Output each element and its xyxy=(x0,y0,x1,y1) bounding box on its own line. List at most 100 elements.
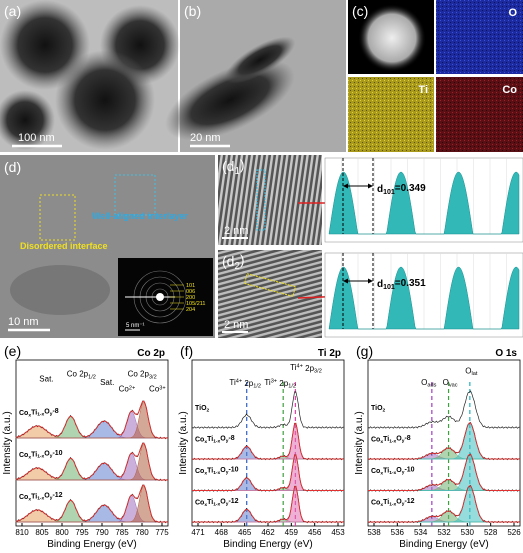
x-tick-label: 465 xyxy=(238,528,252,537)
peak-label: Co 2p1/2 xyxy=(67,370,96,381)
text-part: O xyxy=(396,498,402,505)
text-part: -12 xyxy=(52,492,62,499)
x-tick-label: 536 xyxy=(391,528,405,537)
text-part: Ti xyxy=(31,493,37,500)
peak-label: Co2+ xyxy=(119,385,136,394)
xps-panel: (f) Ti 2p 471 468 465 462 459 456 453 Binding Ene… xyxy=(178,343,345,550)
scale-bar-label: 10 nm xyxy=(8,316,39,328)
peak-label: Ti4+ 2p1/2 xyxy=(229,378,261,390)
text-part: =0.351 xyxy=(395,278,426,289)
text-part: d xyxy=(377,184,383,195)
text-part: Co xyxy=(195,437,204,444)
sample-label: CoxTi1-xOy-12 xyxy=(371,498,415,508)
text-part: -12 xyxy=(404,498,414,505)
panel-label: (c) xyxy=(352,3,368,19)
xps-panel: (e) Co 2p 810 805 800 795 790 785 780 775 Binding … xyxy=(2,343,169,550)
sample-label: CoxTi1-xOy-8 xyxy=(19,408,59,418)
text-part: -10 xyxy=(228,466,238,473)
spectrum xyxy=(191,391,345,429)
text-part: Ti xyxy=(383,499,389,506)
text-part: O xyxy=(44,451,50,458)
ring-label: 200 xyxy=(186,295,195,301)
peak-label: Co 2p3/2 xyxy=(128,370,157,381)
text-part: 1-x xyxy=(389,439,396,445)
sample-label: CoxTi1-xOy-8 xyxy=(195,435,235,445)
panel-label: (d) xyxy=(4,159,21,175)
text-part: 1/2 xyxy=(253,384,261,390)
text-part: y xyxy=(402,470,405,475)
sample-label: CoxTi1-xOy-10 xyxy=(195,466,239,476)
x-tick-label: 810 xyxy=(15,528,29,537)
text-part: x xyxy=(204,472,207,477)
x-tick-label: 790 xyxy=(95,528,109,537)
text-part: Co xyxy=(19,452,28,459)
text-part: Ti xyxy=(264,378,271,387)
text-part: Ti xyxy=(207,468,213,475)
sample-label: CoxTi1-xOy-8 xyxy=(371,435,411,445)
component xyxy=(192,446,344,460)
panel-title: Ti 2p xyxy=(318,348,341,359)
panel-c: (c) O Ti Co xyxy=(348,0,523,152)
text-part: y xyxy=(50,412,53,417)
text-part: x xyxy=(28,455,31,460)
text-part: TiO xyxy=(195,405,207,412)
fit-envelope xyxy=(192,422,344,460)
x-tick-label: 456 xyxy=(308,528,322,537)
fit-envelope xyxy=(15,400,168,439)
spectrum xyxy=(367,390,521,429)
text-part: x xyxy=(380,440,383,445)
x-tick-label: 800 xyxy=(55,528,69,537)
ring-label: 006 xyxy=(186,289,195,295)
text-part: Co 2p xyxy=(128,370,150,379)
panel-title: Co 2p xyxy=(137,348,165,359)
x-tick-label: 530 xyxy=(461,528,475,537)
text-part: -10 xyxy=(404,466,414,473)
x-tick-label: 780 xyxy=(135,528,149,537)
panel-label: (d2) xyxy=(222,252,245,272)
fit-envelope xyxy=(368,453,520,491)
text-part: -8 xyxy=(52,408,58,415)
peak-label: Olat xyxy=(465,366,478,377)
x-tick-label: 795 xyxy=(75,528,89,537)
profile-plot: d101=0.351 xyxy=(324,252,523,338)
text-part: Ti xyxy=(207,436,213,443)
fit-envelope xyxy=(15,484,168,523)
text-part: 3/2 xyxy=(314,369,322,375)
text-part: y xyxy=(50,454,53,459)
text-part: 1/2 xyxy=(288,384,296,390)
text-part: 2 xyxy=(234,261,239,272)
panel-label: (e) xyxy=(4,343,21,359)
text-part: Ti xyxy=(383,468,389,475)
text-part: O xyxy=(443,378,449,387)
spacing-label: d101=0.351 xyxy=(377,278,426,291)
x-tick-label: 462 xyxy=(261,528,275,537)
fit-envelope xyxy=(368,422,520,460)
text-part: 2 xyxy=(383,408,386,414)
panel-d1: 2 nm (d1) xyxy=(218,155,322,245)
text-part: 101 xyxy=(383,189,395,196)
text-part: Co xyxy=(19,494,28,501)
panel-b: (b) 20 nm xyxy=(165,0,346,152)
map-label: Ti xyxy=(418,84,428,96)
profile xyxy=(328,266,520,330)
text-part: Ti xyxy=(31,451,37,458)
text-part: TiO xyxy=(371,405,383,412)
text-part: x xyxy=(204,440,207,445)
text-part: y xyxy=(226,502,229,507)
x-tick-label: 775 xyxy=(155,528,169,537)
peak-label: Sat. xyxy=(39,375,53,384)
text-part: 1 xyxy=(234,166,239,177)
map-label: Co xyxy=(502,84,517,96)
text-part: 4+ xyxy=(297,364,303,370)
text-part: 3+ xyxy=(159,385,165,391)
text-part: 2+ xyxy=(129,385,135,391)
text-part: 3/2 xyxy=(149,374,157,380)
text-part: 3+ xyxy=(271,379,277,385)
profile-plot: d101=0.349 xyxy=(324,157,523,243)
plot-frame xyxy=(15,359,169,527)
text-part: y xyxy=(402,502,405,507)
text-part: 2 xyxy=(207,408,210,414)
component xyxy=(192,477,344,491)
text-part: Ti xyxy=(383,436,389,443)
